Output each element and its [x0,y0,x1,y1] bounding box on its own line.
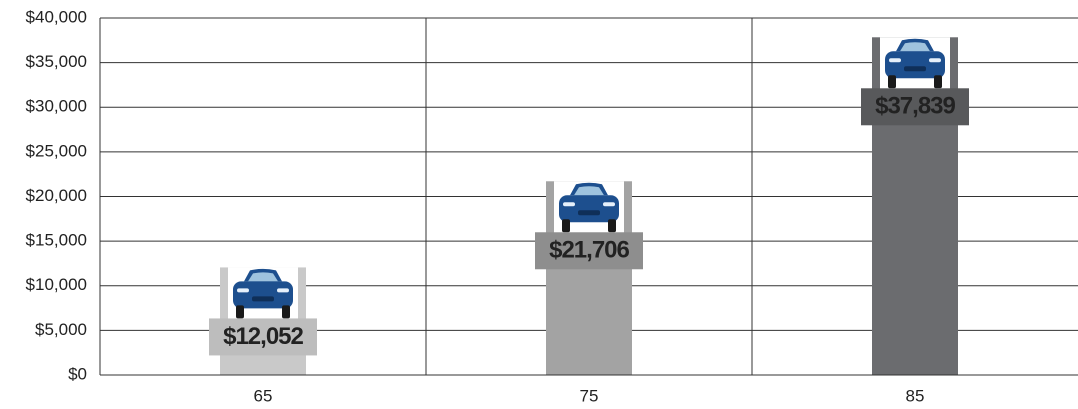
car-headlight [603,202,615,207]
car-window [900,42,930,52]
car-headlight [277,288,289,293]
y-tick-label: $30,000 [26,97,87,116]
car-icon [880,37,950,90]
x-tick-label: 65 [254,386,273,405]
car-wheel [888,75,896,89]
y-tick-label: $5,000 [35,320,87,339]
y-tick-label: $40,000 [26,7,87,26]
value-label-box [861,88,969,126]
car-body [233,281,293,309]
value-label: $37,839 [875,93,955,120]
y-tick-label: $25,000 [26,141,87,160]
y-tick-label: $20,000 [26,186,87,205]
car-grille [904,66,926,72]
car-wheel [934,75,942,89]
y-tick-label: $35,000 [26,52,87,71]
car-headlight [889,58,901,63]
car-wheel [282,305,290,319]
car-headlight [929,58,941,63]
value-label: $12,052 [223,323,303,350]
value-label-box [535,232,643,270]
y-tick-label: $10,000 [26,275,87,294]
car-wheel [608,219,616,233]
car-window [248,272,278,282]
car-grille [578,210,600,216]
car-body [559,195,619,223]
car-wheel [236,305,244,319]
car-grille [252,296,274,302]
x-tick-label: 85 [906,386,925,405]
car-icon [554,181,624,234]
value-label-box [209,318,317,356]
car-body [885,51,945,79]
y-tick-label: $15,000 [26,231,87,250]
y-tick-label: $0 [68,364,87,383]
x-tick-label: 75 [580,386,599,405]
car-headlight [563,202,575,207]
car-headlight [237,288,249,293]
car-wheel [562,219,570,233]
car-window [574,186,604,196]
car-icon [228,267,298,320]
value-label: $21,706 [549,237,629,264]
